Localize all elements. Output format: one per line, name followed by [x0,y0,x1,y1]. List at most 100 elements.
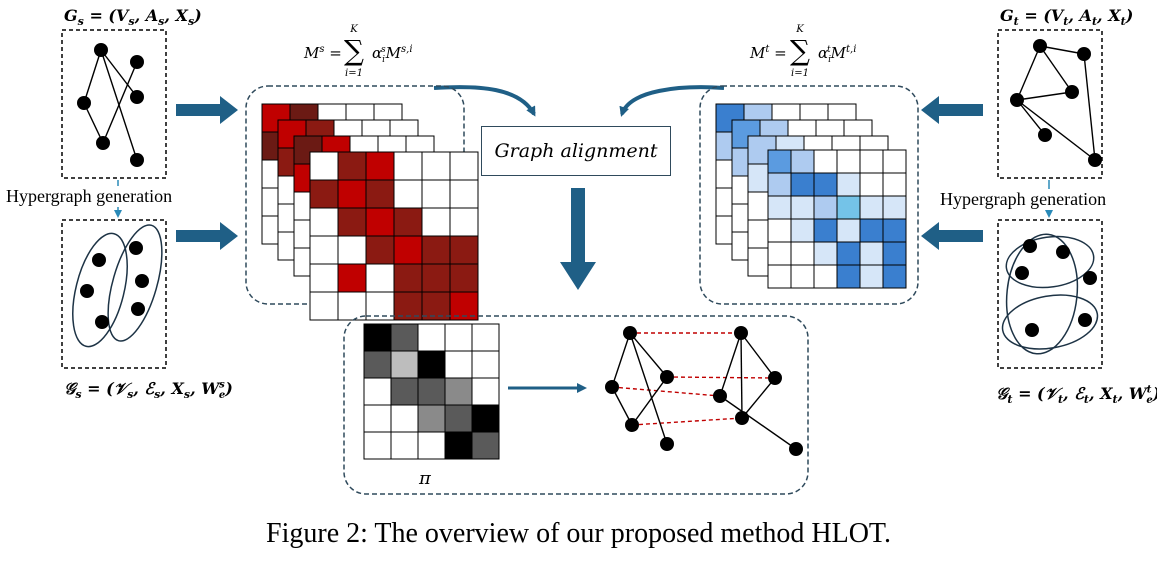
target-to-alignment-arrow [619,85,725,117]
matrix-cell [417,377,446,406]
matrix-cell [444,404,473,433]
matrix-cell [813,149,838,174]
target-matrix-layer [767,149,907,289]
matrix-cell [363,323,392,352]
matrix-cell [309,263,339,293]
matrix-cell [836,149,861,174]
matrix-cell [417,350,446,379]
matrix-cell [393,207,423,237]
matrix-cell [365,207,395,237]
matrix-cell [882,195,907,220]
source-matrix-formula: Ms = K ∑ i=1 αisMs,i [304,24,413,79]
matrix-cell [836,195,861,220]
matrix-cell [859,172,884,197]
matrix-cell [471,431,500,460]
hypergraph-generation-right: Hypergraph generation [938,189,1109,210]
matrix-cell [421,179,451,209]
matrix-cell [363,404,392,433]
matrix-cell [449,235,479,265]
matrix-cell [836,241,861,266]
matrix-cell [309,179,339,209]
source-hypergraph-label: 𝒢s = (𝒱s, ℰs, Xs, Wse) [64,379,233,402]
matrix-cell [813,241,838,266]
result-box [343,315,809,495]
matrix-cell [393,179,423,209]
matrix-cell [444,350,473,379]
source-hypergraph [61,219,167,369]
matrix-cell [393,151,423,181]
matrix-cell [365,263,395,293]
graph-alignment-box: Graph alignment [481,126,671,176]
matrix-cell [813,264,838,289]
matrix-cell [363,431,392,460]
matrix-cell [471,350,500,379]
matrix-cell [417,404,446,433]
pi-label: π [419,468,431,489]
transport-plan-cells [363,323,500,460]
matrix-cell [790,241,815,266]
matrix-cell [836,172,861,197]
matrix-cell [390,431,419,460]
matrix-cell [882,172,907,197]
figure-caption: Figure 2: The overview of our proposed m… [266,518,891,549]
matrix-cell [449,207,479,237]
matrix-cell [471,377,500,406]
matrix-cell [309,207,339,237]
matrix-cell [337,291,367,321]
source-to-alignment-arrow [433,85,536,117]
matrix-cell [813,218,838,243]
matrix-cell [836,218,861,243]
matrix-cell [882,218,907,243]
matrix-cell [363,350,392,379]
matrix-cell [859,195,884,220]
matrix-cell [767,218,792,243]
matrix-cell [421,263,451,293]
matrix-cell [421,207,451,237]
matrix-cell [444,377,473,406]
source-graph [61,29,167,179]
target-graph-label: Gt = (Vt, At, Xt) [1000,6,1134,29]
source-matrix-layer [309,151,479,321]
matrix-cell [767,172,792,197]
target-hypergraph-label: 𝒢t = (𝒱t, ℰt, Xt, Wte) [996,384,1157,407]
matrix-cell [836,264,861,289]
matrix-cell [393,263,423,293]
matrix-cell [790,264,815,289]
matrix-cell [421,235,451,265]
matrix-cell [337,151,367,181]
matrix-cell [393,235,423,265]
matrix-cell [859,264,884,289]
matrix-cell [449,179,479,209]
matrix-cell [859,218,884,243]
target-matrix-formula: Mt = K ∑ i=1 αitMt,i [750,24,857,79]
matrix-cell [449,263,479,293]
matrix-cell [309,151,339,181]
matrix-cell [767,195,792,220]
matrix-cell [767,149,792,174]
matrix-cell [471,404,500,433]
matrix-cell [365,151,395,181]
target-hypergraph [997,219,1103,369]
matrix-cell [337,235,367,265]
source-matrix-stack [261,103,479,321]
matrix-cell [859,149,884,174]
matrix-cell [390,404,419,433]
matrix-cell [309,291,339,321]
aligned-graphs [605,326,803,456]
matrix-cell [882,241,907,266]
matrix-cell [449,151,479,181]
matrix-cell [790,172,815,197]
target-matrix-box [699,85,919,305]
matrix-cell [365,235,395,265]
transport-plan-matrix [363,323,500,460]
matrix-cell [390,350,419,379]
matrix-cell [790,218,815,243]
matrix-cell [471,323,500,352]
matrix-cell [444,431,473,460]
matrix-cell [337,179,367,209]
matrix-cell [417,323,446,352]
matrix-cell [390,377,419,406]
source-matrix-box [245,85,465,305]
matrix-cell [859,241,884,266]
